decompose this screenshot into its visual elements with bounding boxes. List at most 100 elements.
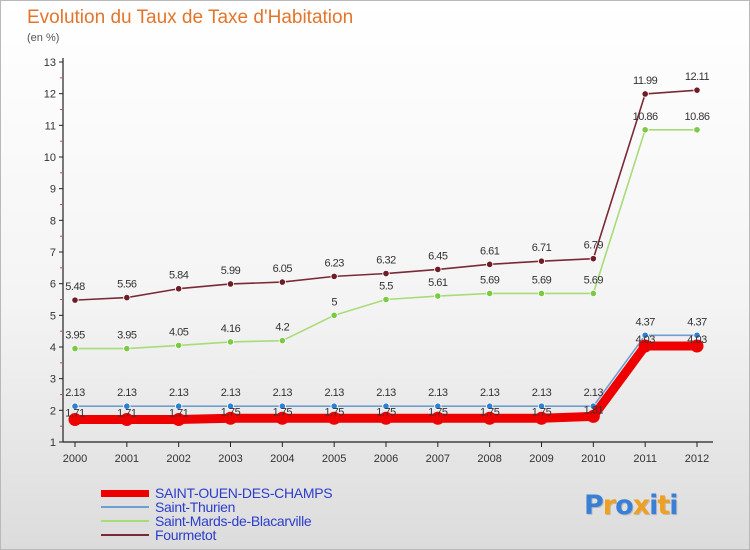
data-label: 1.75 — [428, 406, 448, 418]
data-point — [123, 344, 131, 353]
data-label: 2.13 — [376, 387, 396, 399]
logo-letter: r — [602, 490, 616, 521]
data-label: 5.5 — [379, 281, 393, 293]
logo-letter: t — [657, 490, 670, 521]
y-tick-label: 2 — [50, 405, 56, 417]
data-label: 4.2 — [275, 322, 289, 334]
data-point — [327, 411, 341, 425]
data-point — [589, 255, 597, 263]
data-label: 5.69 — [480, 274, 500, 286]
data-label: 2.13 — [532, 387, 552, 399]
data-point — [434, 265, 442, 274]
data-point — [641, 90, 649, 98]
data-label: 1.71 — [117, 408, 137, 420]
data-point — [434, 402, 442, 410]
data-point — [71, 296, 79, 304]
data-point — [483, 411, 497, 425]
data-label: 1.75 — [480, 406, 500, 418]
y-tick-label: 10 — [44, 152, 56, 164]
series-1: 2.13 2.13 2.13 2.13 2.13 2.13 2.13 2.13 2.13 2.13… — [65, 316, 708, 410]
data-point — [123, 293, 131, 302]
data-label: 5.69 — [532, 274, 552, 286]
data-label: 5.56 — [117, 279, 137, 291]
data-label: 1.71 — [169, 408, 189, 420]
series-line — [74, 89, 698, 301]
legend-swatch — [101, 489, 149, 497]
data-label: 5.48 — [65, 281, 85, 293]
data-point — [537, 289, 546, 298]
data-label: 10.86 — [633, 111, 658, 123]
y-tick-label: 8 — [50, 215, 56, 227]
chart-subtitle: (en %) — [27, 32, 60, 44]
data-label: 2.13 — [273, 387, 293, 399]
data-label: 3.95 — [65, 330, 85, 342]
x-tick-label: 2001 — [115, 453, 139, 465]
data-point — [537, 257, 546, 265]
data-point — [382, 269, 390, 278]
y-tick-label: 7 — [50, 247, 56, 259]
y-tick-label: 9 — [50, 184, 56, 196]
data-point — [382, 295, 390, 304]
y-tick-label: 1 — [50, 437, 56, 449]
data-point — [175, 285, 183, 293]
x-tick-label: 2002 — [166, 453, 190, 465]
x-tick-label: 2011 — [633, 453, 657, 465]
legend-label: SAINT-OUEN-DES-CHAMPS — [155, 485, 333, 501]
series-2: 3.95 3.95 4.05 4.16 4.2 5 5.5 5.61 5.69 5.69 5.69 1… — [65, 111, 710, 353]
data-point — [431, 411, 445, 425]
data-label: 1.71 — [65, 408, 85, 420]
data-label: 2.13 — [221, 387, 241, 399]
data-point — [486, 289, 494, 298]
data-label: 1.75 — [324, 406, 344, 418]
data-label: 4.37 — [635, 316, 655, 328]
series-3: 5.48 5.56 5.84 5.99 6.05 6.23 6.32 6.45 6.61 6.71… — [65, 71, 710, 304]
data-label: 2.13 — [117, 387, 137, 399]
data-label: 6.45 — [428, 250, 448, 262]
series-line — [74, 128, 698, 350]
data-label: 1.81 — [584, 404, 604, 416]
data-point — [226, 280, 235, 288]
data-point — [330, 272, 338, 280]
x-tick-label: 2004 — [270, 453, 294, 465]
data-label: 6.23 — [324, 257, 344, 269]
chart-title: Evolution du Taux de Taxe d'Habitation — [27, 7, 354, 28]
data-point — [330, 402, 338, 410]
data-label: 6.05 — [273, 263, 293, 275]
data-point — [123, 402, 131, 410]
x-tick-label: 2012 — [685, 453, 709, 465]
data-point — [68, 413, 82, 427]
data-label: 2.13 — [584, 387, 604, 399]
legend-swatch — [101, 520, 149, 522]
data-label: 3.95 — [117, 330, 137, 342]
data-point — [224, 411, 237, 425]
data-point — [175, 402, 183, 410]
data-point — [382, 402, 390, 410]
logo-letter: P — [584, 490, 604, 521]
data-point — [330, 311, 338, 319]
data-label: 6.71 — [532, 242, 552, 254]
data-point — [693, 126, 701, 134]
x-tick-label: 2008 — [477, 453, 501, 465]
data-label: 4.05 — [169, 326, 189, 338]
data-point — [586, 409, 600, 423]
data-point — [278, 337, 286, 345]
data-point — [486, 260, 494, 268]
x-tick-label: 2000 — [63, 453, 87, 465]
logo-letter: i — [669, 490, 678, 521]
data-label: 4.03 — [635, 334, 655, 346]
data-point — [226, 402, 235, 410]
x-tick-label: 2005 — [322, 453, 346, 465]
data-point — [434, 292, 442, 300]
x-tick-label: 2010 — [581, 453, 605, 465]
chart-series: 5.48 5.56 5.84 5.99 6.05 6.23 6.32 6.45 6.61 6.71… — [65, 71, 710, 427]
data-point — [120, 413, 134, 427]
data-label: 10.86 — [684, 111, 709, 123]
x-tick-label: 2007 — [426, 453, 450, 465]
data-label: 5 — [331, 296, 337, 308]
data-label: 4.16 — [221, 323, 241, 335]
data-label: 6.79 — [584, 240, 604, 252]
data-label: 6.32 — [376, 255, 396, 267]
data-point — [641, 331, 649, 339]
legend-label: Fourmetot — [155, 527, 217, 543]
